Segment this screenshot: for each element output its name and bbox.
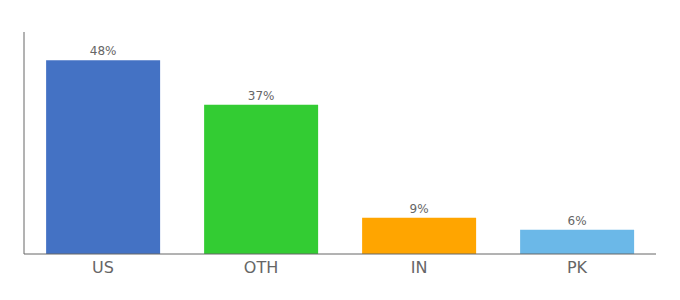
svg-text:OTH: OTH: [244, 258, 278, 277]
svg-text:IN: IN: [411, 258, 428, 277]
svg-text:48%: 48%: [90, 44, 117, 58]
svg-text:9%: 9%: [410, 202, 429, 216]
svg-text:US: US: [92, 258, 114, 277]
svg-text:37%: 37%: [248, 89, 275, 103]
svg-text:PK: PK: [567, 258, 588, 277]
svg-text:6%: 6%: [568, 214, 587, 228]
